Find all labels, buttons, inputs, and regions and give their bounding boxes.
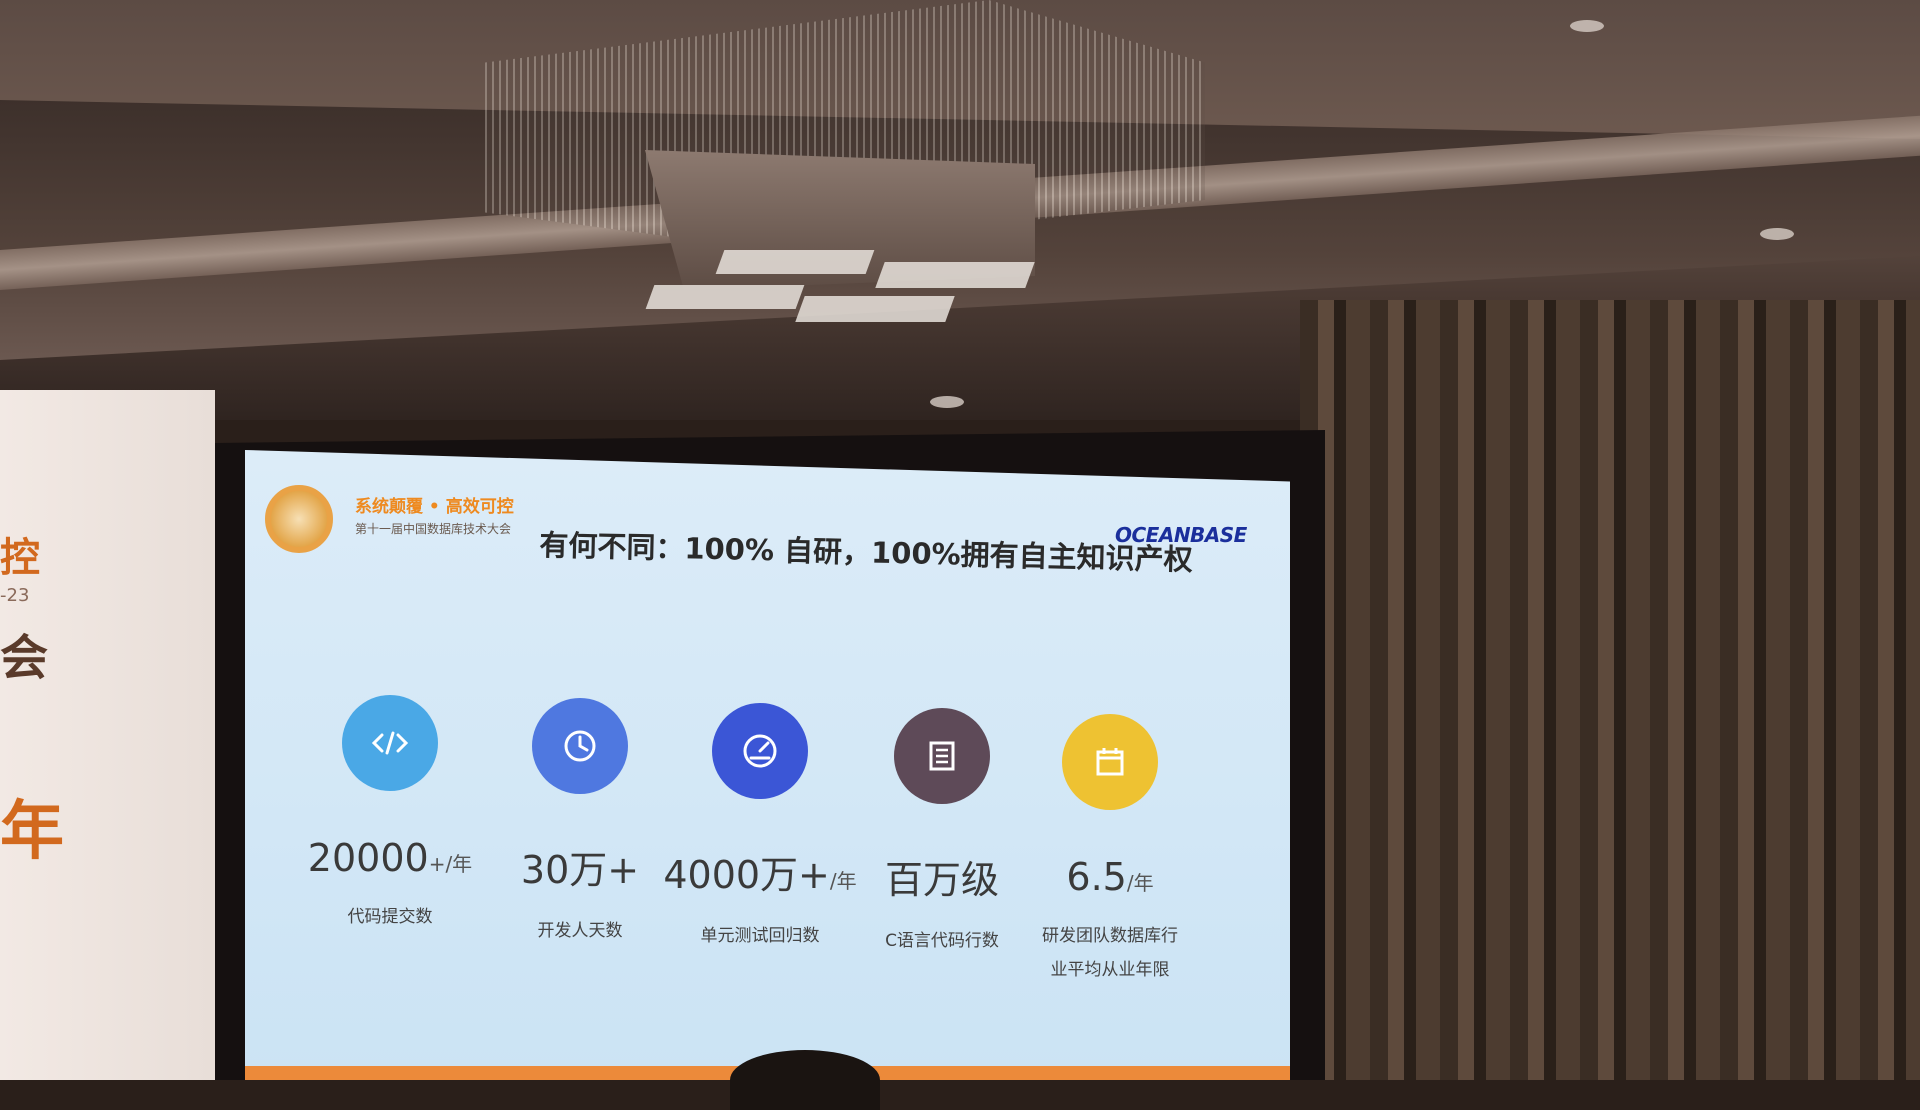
stat-value: 4000万+	[663, 853, 830, 897]
stat-value: 20000	[307, 836, 429, 880]
conference-name: 第十一届中国数据库技术大会	[355, 522, 512, 536]
ceiling-light-panel	[875, 262, 1035, 288]
stat-label: 单元测试回归数	[700, 926, 820, 946]
banner-char: 年	[0, 795, 64, 869]
calendar-icon	[1062, 714, 1158, 810]
stat-unit: /年	[1126, 871, 1154, 895]
stat-label: 研发团队数据库行业平均从业年限	[1042, 926, 1178, 980]
presentation-slide: 系统颠覆 • 高效可控 第十一届中国数据库技术大会 OCEANBASE 有何不同…	[245, 450, 1290, 1080]
brand-logo: OCEANBASE	[1115, 523, 1247, 547]
stat-unit-tests: 4000万+/年 单元测试回归数	[655, 703, 865, 953]
ceiling-light-panel	[795, 296, 955, 322]
banner-char: -23	[0, 585, 30, 606]
stat-value: 30万+	[520, 848, 640, 892]
downlight	[930, 396, 964, 408]
ceiling-light-panel	[645, 285, 805, 309]
stat-label: 代码提交数	[347, 907, 433, 927]
curtain	[1300, 300, 1920, 1080]
stat-unit: +/年	[428, 852, 473, 876]
stat-code-commits: 20000+/年 代码提交数	[285, 695, 495, 934]
side-banner: 控 -23 会 年	[0, 390, 215, 1080]
stat-label: 开发人天数	[537, 921, 623, 941]
document-icon	[894, 708, 990, 804]
stat-value: 百万级	[884, 858, 999, 902]
ceiling-light-panel	[715, 250, 875, 274]
banner-char: 控	[0, 535, 40, 581]
stat-unit: /年	[829, 869, 857, 893]
banner-char: 会	[0, 630, 49, 686]
conference-slogan: 系统颠覆 • 高效可控	[355, 497, 514, 517]
code-icon	[342, 695, 438, 791]
stat-dev-days: 30万+ 开发人天数	[475, 698, 685, 948]
slide-title: 有何不同：100% 自研，100%拥有自主知识产权	[539, 527, 1193, 577]
gauge-icon	[712, 703, 808, 799]
clock-icon	[532, 698, 628, 794]
conference-logo	[265, 485, 333, 553]
audience-head-silhouette	[730, 1050, 880, 1110]
downlight	[1570, 20, 1604, 32]
stat-label: C语言代码行数	[885, 931, 999, 951]
stat-team-experience: 6.5/年 研发团队数据库行业平均从业年限	[1005, 714, 1215, 987]
downlight	[1760, 228, 1794, 240]
stat-value: 6.5	[1066, 855, 1127, 899]
stat-c-code-lines: 百万级 C语言代码行数	[837, 708, 1047, 958]
